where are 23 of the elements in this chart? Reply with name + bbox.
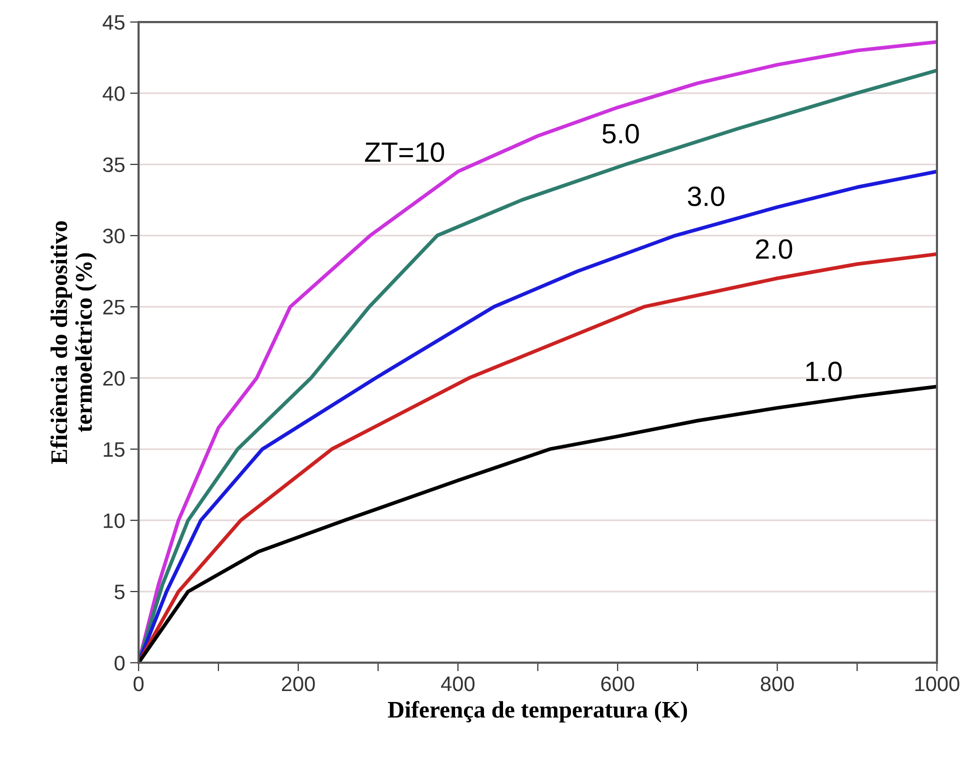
annotation: 5.0 xyxy=(602,124,639,144)
annotation: 1.0 xyxy=(806,362,842,382)
y-tick-label: 35 xyxy=(103,157,125,172)
x-tick-label: 1000 xyxy=(915,676,960,692)
y-tick-label: 45 xyxy=(102,15,125,30)
x-tick-label: 400 xyxy=(441,676,475,692)
x-axis-title: Diferença de temperatura (K) xyxy=(388,700,687,723)
annotation: 3.0 xyxy=(688,186,724,206)
y-tick-label: 0 xyxy=(114,656,125,670)
x-tick-label: 200 xyxy=(282,676,315,692)
x-tick-label: 600 xyxy=(601,676,634,692)
y-axis-title: Eficiência do dispositivo termoelétrico (%) xyxy=(50,221,97,464)
y-tick-label: 30 xyxy=(103,228,125,244)
annotation: 2.0 xyxy=(756,239,792,259)
y-tick-label: 20 xyxy=(103,370,125,386)
y-tick-label: 5 xyxy=(114,584,125,600)
y-tick-label: 10 xyxy=(104,513,125,528)
y-tick-label: 15 xyxy=(104,442,125,457)
y-tick-label: 40 xyxy=(102,86,125,101)
y-tick-label: 25 xyxy=(103,300,125,315)
annotation: ZT=10 xyxy=(364,142,444,162)
x-tick-label: 800 xyxy=(760,676,794,692)
x-tick-label: 0 xyxy=(134,676,144,692)
